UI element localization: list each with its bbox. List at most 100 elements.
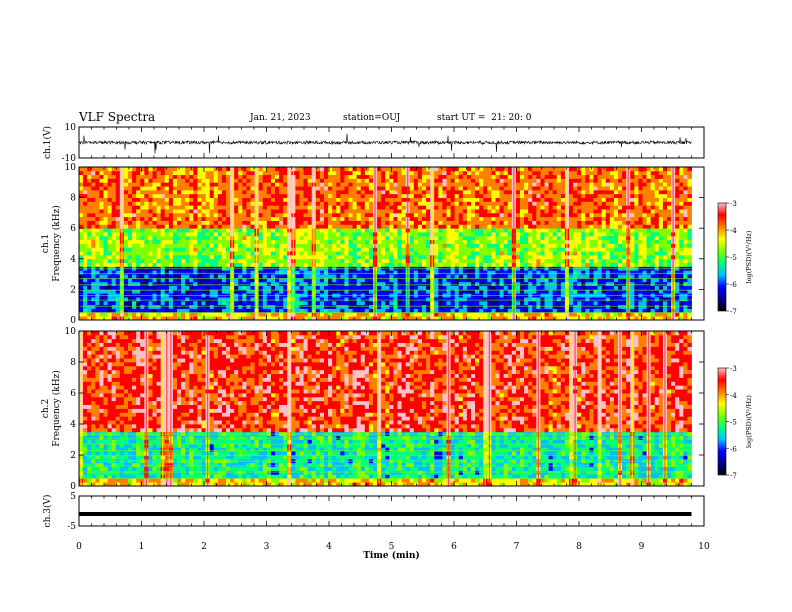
- spectrogram-cell: [328, 316, 333, 320]
- spectrogram-cell: [540, 170, 545, 176]
- spectrogram-cell: [548, 167, 554, 172]
- spectrogram-cell: [226, 170, 231, 176]
- spectrogram-cell: [348, 170, 353, 176]
- spectrogram-cell: [315, 189, 321, 195]
- spectrogram-cell: [536, 197, 541, 202]
- spectrogram-cell: [450, 300, 456, 306]
- spectrogram-cell: [246, 243, 251, 248]
- spectrogram-cell: [319, 277, 325, 283]
- spectrogram-cell: [136, 316, 141, 320]
- spectrogram-cell: [515, 243, 521, 248]
- spectrogram-cell: [401, 281, 407, 286]
- spectrogram-cell: [540, 270, 545, 275]
- spectrogram-cell: [536, 312, 541, 317]
- spectrogram-cell: [250, 274, 255, 279]
- spectrogram-cell: [393, 178, 398, 183]
- spectrogram-cell: [422, 274, 427, 279]
- spectrogram-cell: [246, 174, 251, 179]
- spectrogram-cell: [532, 254, 537, 260]
- spectrogram-cell: [528, 308, 533, 313]
- spectrogram-cell: [172, 308, 178, 313]
- spectrogram-cell: [283, 254, 288, 260]
- spectrogram-cell: [156, 167, 162, 172]
- spectrogram-cell: [368, 289, 374, 294]
- spectrogram-cell: [283, 205, 288, 210]
- spectrogram-cell: [99, 178, 104, 183]
- spectrogram-cell: [270, 235, 276, 241]
- spectrogram-cell: [479, 277, 484, 283]
- spectrogram-cell: [475, 228, 480, 233]
- spectrogram-cell: [83, 197, 88, 202]
- spectrogram-cell: [552, 251, 558, 256]
- spectrogram-cell: [340, 232, 345, 237]
- spectrogram-cell: [552, 205, 558, 210]
- spectrogram-cell: [201, 258, 206, 264]
- spectrogram-cell: [91, 212, 96, 218]
- spectrogram-cell: [344, 285, 349, 290]
- spectrogram-cell: [87, 277, 92, 283]
- spectrogram-cell: [283, 243, 288, 248]
- spectrogram-cell: [279, 224, 284, 229]
- spectrogram-cell: [132, 254, 137, 260]
- spectrogram-cell: [446, 182, 451, 187]
- spectrogram-cell: [426, 205, 431, 210]
- spectrogram-cell: [160, 262, 166, 267]
- spectrogram-cell: [569, 270, 574, 275]
- spectrogram-cell: [205, 212, 211, 218]
- spectrogram-cell: [205, 247, 211, 252]
- spectrogram-cell: [177, 285, 182, 290]
- spectrogram-cell: [328, 270, 333, 275]
- spectrogram-cell: [417, 186, 423, 191]
- spectrogram-cell: [324, 262, 329, 267]
- spectrogram-cell: [201, 209, 206, 214]
- spectrogram-cell: [123, 312, 129, 317]
- spectrogram-cell: [246, 285, 251, 290]
- spectrogram-cell: [275, 262, 280, 267]
- spectrogram-cell: [103, 205, 108, 210]
- spectrogram-cell: [79, 224, 84, 229]
- spectrogram-cell: [548, 243, 554, 248]
- spectrogram-cell: [95, 170, 100, 176]
- spectrogram-cell: [295, 178, 300, 183]
- spectrogram-cell: [336, 297, 341, 302]
- spectrogram-cell: [328, 312, 333, 317]
- spectrogram-cell: [270, 239, 276, 244]
- spectrogram-cell: [336, 239, 341, 244]
- spectrogram-cell: [544, 186, 549, 191]
- spectrogram-cell: [344, 251, 349, 256]
- spectrogram-cell: [377, 216, 382, 221]
- spectrogram-cell: [103, 216, 108, 221]
- spectrogram-cell: [577, 228, 582, 233]
- spectrogram-cell: [540, 189, 545, 195]
- spectrogram-cell: [348, 228, 353, 233]
- spectrogram-cell: [458, 197, 464, 202]
- spectrogram-cell: [270, 254, 276, 260]
- spectrogram-cell: [221, 235, 227, 241]
- spectrogram-cell: [279, 209, 284, 214]
- spectrogram-cell: [397, 197, 402, 202]
- spectrogram-cell: [503, 251, 509, 256]
- spectrogram-cell: [487, 308, 492, 313]
- spectrogram-cell: [168, 205, 174, 210]
- spectrogram-cell: [548, 239, 554, 244]
- spectrogram-cell: [258, 285, 264, 290]
- spectrogram-cell: [458, 170, 464, 176]
- spectrogram-cell: [299, 170, 304, 176]
- spectrogram-cell: [185, 316, 190, 320]
- spectrogram-cell: [487, 251, 492, 256]
- spectrogram-cell: [266, 285, 272, 290]
- spectrogram-cell: [556, 201, 562, 206]
- spectrogram-cell: [434, 182, 439, 187]
- spectrogram-cell: [515, 212, 521, 218]
- spectrogram-cell: [515, 228, 521, 233]
- spectrogram-cell: [172, 300, 178, 306]
- spectrogram-cell: [475, 220, 480, 225]
- spectrogram-cell: [401, 304, 407, 309]
- spectrogram-cell: [528, 174, 533, 179]
- spectrogram-cell: [148, 312, 153, 317]
- spectrogram-cell: [524, 262, 529, 267]
- spectrogram-cell: [136, 170, 141, 176]
- spectrogram-cell: [385, 258, 390, 264]
- spectrogram-cell: [234, 182, 239, 187]
- spectrogram-cell: [524, 212, 529, 218]
